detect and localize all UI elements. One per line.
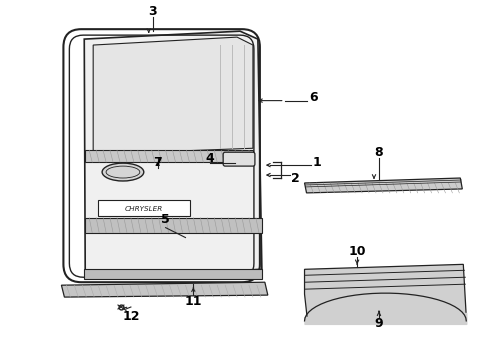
Text: 8: 8 <box>375 146 383 159</box>
Polygon shape <box>84 31 262 277</box>
Polygon shape <box>61 282 268 297</box>
Polygon shape <box>93 37 253 154</box>
FancyBboxPatch shape <box>98 201 190 216</box>
Polygon shape <box>84 269 262 279</box>
Text: 12: 12 <box>122 310 140 323</box>
Text: 3: 3 <box>148 5 157 18</box>
Text: 2: 2 <box>291 171 300 185</box>
Text: 10: 10 <box>348 245 366 258</box>
Polygon shape <box>85 218 262 233</box>
Polygon shape <box>305 264 466 321</box>
Ellipse shape <box>102 163 144 181</box>
Polygon shape <box>85 150 253 162</box>
Text: CHRYSLER: CHRYSLER <box>124 206 163 212</box>
FancyBboxPatch shape <box>223 152 255 166</box>
Polygon shape <box>305 178 462 193</box>
Text: 9: 9 <box>375 318 383 330</box>
Text: 5: 5 <box>161 213 170 226</box>
Text: 1: 1 <box>313 156 322 168</box>
Text: 4: 4 <box>206 152 215 165</box>
Text: 6: 6 <box>309 91 318 104</box>
Text: 7: 7 <box>153 156 162 168</box>
Text: 11: 11 <box>185 294 202 307</box>
